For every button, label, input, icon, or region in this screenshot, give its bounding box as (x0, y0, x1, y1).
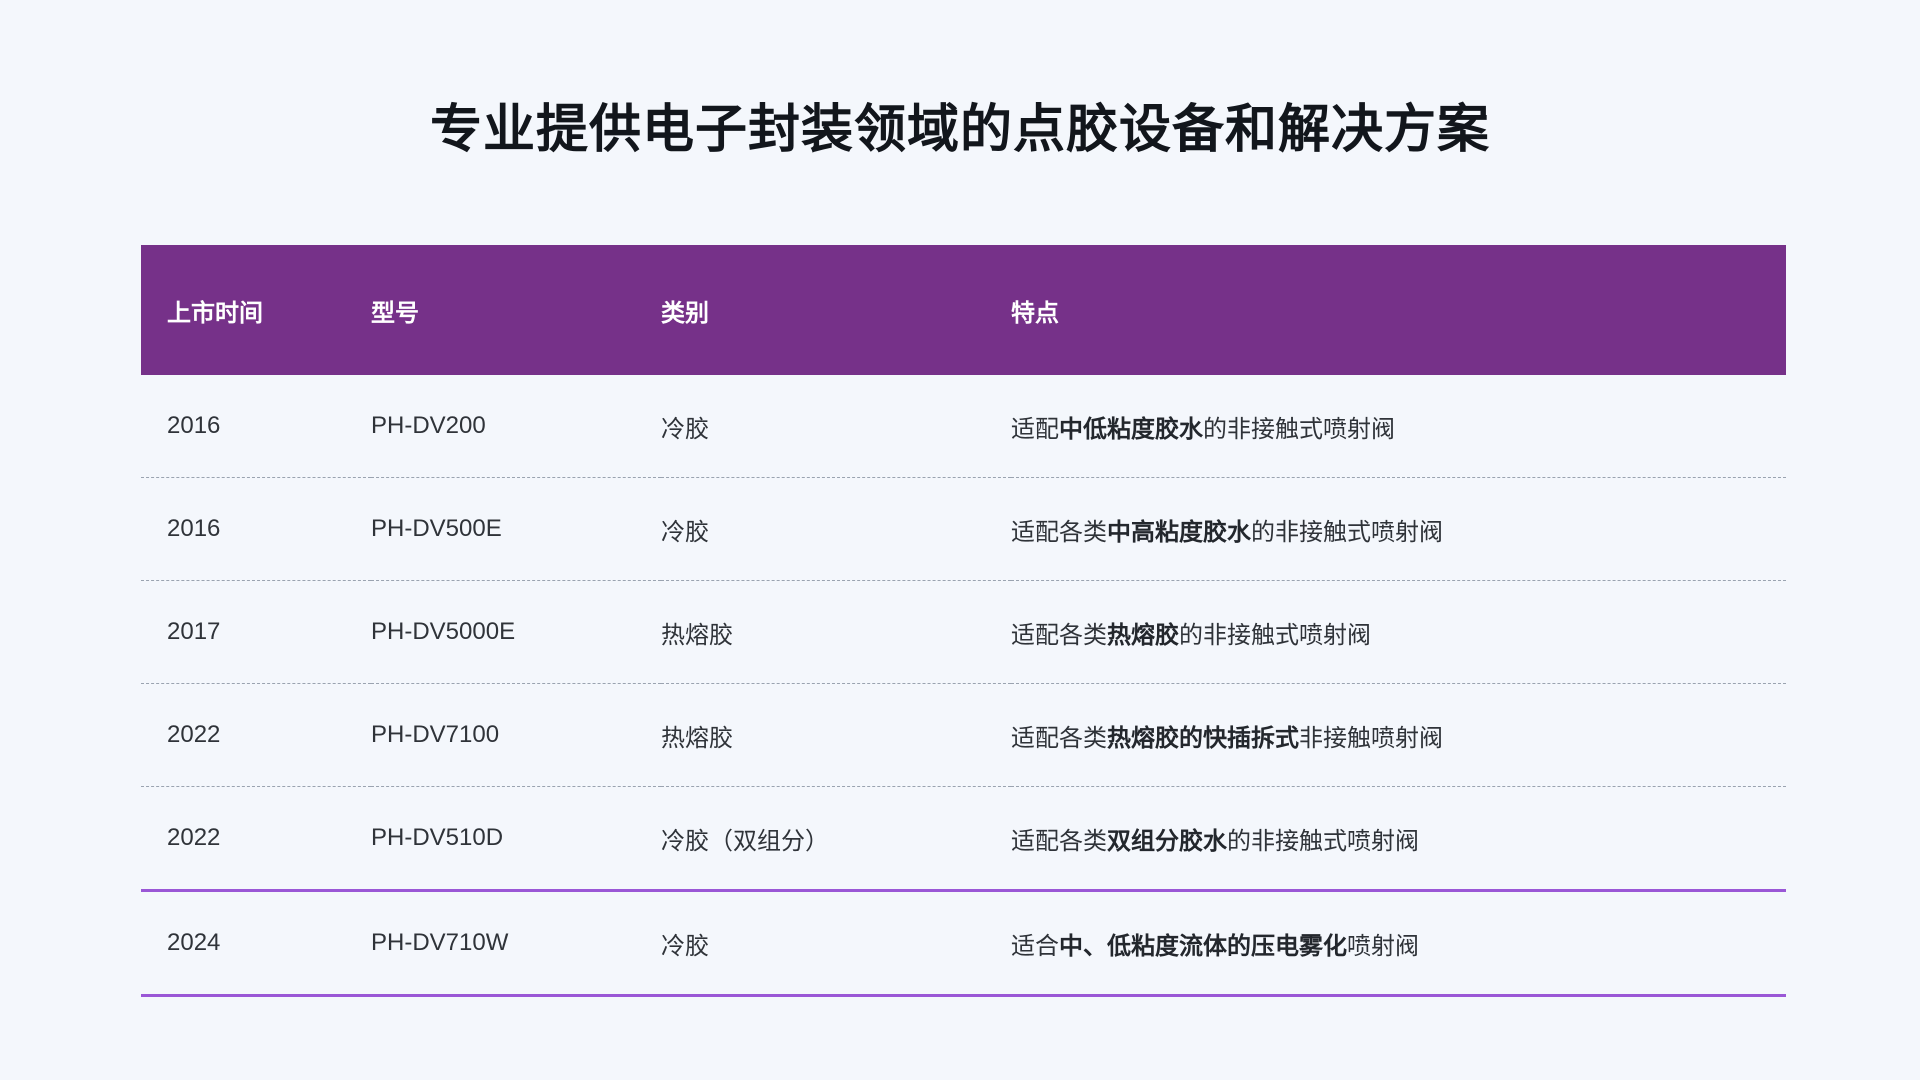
cell-launch-year: 2017 (141, 580, 371, 684)
cell-category: 冷胶（双组分） (661, 786, 1011, 892)
feature-text: 的非接触式喷射阀 (1179, 621, 1371, 649)
cell-feature: 适合中、低粘度流体的压电雾化喷射阀 (1011, 890, 1786, 997)
product-table-container: 上市时间 型号 类别 特点 2016 PH-DV200 冷胶 适配中低粘度胶水的非接触… (141, 245, 1786, 997)
cell-launch-year: 2024 (141, 890, 371, 997)
feature-text: 非接触喷射阀 (1299, 724, 1443, 752)
cell-model: PH-DV500E (371, 477, 661, 581)
table-row: 2022 PH-DV510D 冷胶（双组分） 适配各类双组分胶水的非接触式喷射阀 (141, 786, 1786, 892)
cell-model: PH-DV5000E (371, 580, 661, 684)
table-row: 2016 PH-DV200 冷胶 适配中低粘度胶水的非接触式喷射阀 (141, 375, 1786, 478)
feature-text: 喷射阀 (1347, 932, 1419, 960)
table-header-row: 上市时间 型号 类别 特点 (141, 245, 1786, 375)
cell-feature: 适配中低粘度胶水的非接触式喷射阀 (1011, 375, 1786, 478)
feature-text: 适配 (1011, 415, 1059, 443)
table-row: 2024 PH-DV710W 冷胶 适合中、低粘度流体的压电雾化喷射阀 (141, 890, 1786, 997)
feature-emphasis: 中低粘度胶水 (1059, 415, 1203, 443)
cell-model: PH-DV200 (371, 375, 661, 478)
product-spec-table: 上市时间 型号 类别 特点 2016 PH-DV200 冷胶 适配中低粘度胶水的非接触… (141, 245, 1786, 997)
cell-feature: 适配各类热熔胶的非接触式喷射阀 (1011, 580, 1786, 684)
feature-text: 适合 (1011, 932, 1059, 960)
cell-launch-year: 2016 (141, 375, 371, 478)
page-title: 专业提供电子封装领域的点胶设备和解决方案 (429, 101, 1490, 159)
cell-feature: 适配各类热熔胶的快插拆式非接触喷射阀 (1011, 683, 1786, 787)
column-header-model: 型号 (371, 245, 661, 375)
cell-category: 冷胶 (661, 890, 1011, 997)
cell-category: 冷胶 (661, 477, 1011, 581)
column-header-feature: 特点 (1011, 245, 1786, 375)
table-row: 2022 PH-DV7100 热熔胶 适配各类热熔胶的快插拆式非接触喷射阀 (141, 683, 1786, 787)
cell-model: PH-DV7100 (371, 683, 661, 787)
column-header-category: 类别 (661, 245, 1011, 375)
column-header-launch-year: 上市时间 (141, 245, 371, 375)
cell-model: PH-DV510D (371, 786, 661, 892)
cell-launch-year: 2022 (141, 683, 371, 787)
feature-text: 适配各类 (1011, 724, 1107, 752)
feature-emphasis: 中高粘度胶水 (1107, 518, 1251, 546)
feature-emphasis: 热熔胶 (1107, 621, 1179, 649)
cell-feature: 适配各类中高粘度胶水的非接触式喷射阀 (1011, 477, 1786, 581)
table-row: 2017 PH-DV5000E 热熔胶 适配各类热熔胶的非接触式喷射阀 (141, 580, 1786, 684)
feature-emphasis: 中、低粘度流体的压电雾化 (1059, 932, 1347, 960)
cell-category: 冷胶 (661, 375, 1011, 478)
feature-text: 的非接触式喷射阀 (1203, 415, 1395, 443)
cell-model: PH-DV710W (371, 890, 661, 997)
feature-text: 的非接触式喷射阀 (1227, 827, 1419, 855)
cell-category: 热熔胶 (661, 683, 1011, 787)
cell-feature: 适配各类双组分胶水的非接触式喷射阀 (1011, 786, 1786, 892)
feature-text: 适配各类 (1011, 621, 1107, 649)
feature-text: 适配各类 (1011, 518, 1107, 546)
table-row: 2016 PH-DV500E 冷胶 适配各类中高粘度胶水的非接触式喷射阀 (141, 477, 1786, 581)
cell-category: 热熔胶 (661, 580, 1011, 684)
feature-text: 的非接触式喷射阀 (1251, 518, 1443, 546)
table-header: 上市时间 型号 类别 特点 (141, 245, 1786, 375)
feature-emphasis: 热熔胶的快插拆式 (1107, 724, 1299, 752)
feature-emphasis: 双组分胶水 (1107, 827, 1227, 855)
table-body: 2016 PH-DV200 冷胶 适配中低粘度胶水的非接触式喷射阀 2016 PH-DV5… (141, 375, 1786, 997)
feature-text: 适配各类 (1011, 827, 1107, 855)
cell-launch-year: 2016 (141, 477, 371, 581)
cell-launch-year: 2022 (141, 786, 371, 892)
